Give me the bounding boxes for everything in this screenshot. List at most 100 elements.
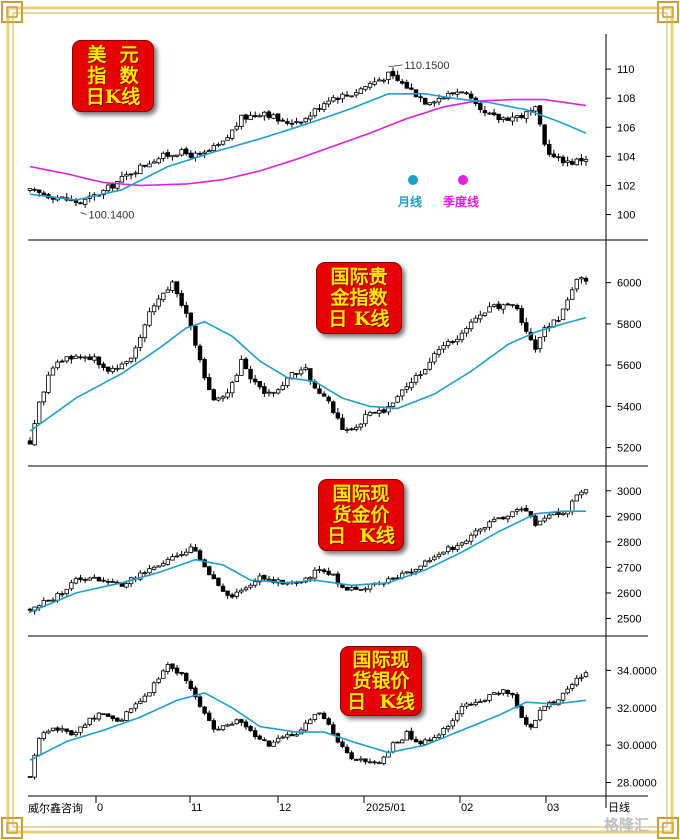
candle <box>207 373 212 391</box>
candle <box>262 382 267 397</box>
candle <box>533 719 538 729</box>
candle <box>128 357 134 364</box>
candle <box>395 70 400 82</box>
candle <box>138 163 143 175</box>
candle <box>556 316 561 323</box>
candle <box>298 366 304 377</box>
candle <box>96 711 102 722</box>
candle <box>69 730 74 736</box>
candle <box>142 323 148 343</box>
candle <box>464 701 469 710</box>
candle <box>459 329 465 343</box>
y-tick-label: 5600 <box>617 360 641 372</box>
candle <box>234 718 239 725</box>
candle <box>285 731 290 740</box>
candle <box>464 539 469 545</box>
candle <box>266 109 272 120</box>
candle <box>413 372 419 386</box>
candle <box>450 92 455 96</box>
candle <box>482 106 488 117</box>
candle <box>147 565 152 576</box>
candle <box>542 325 547 342</box>
candle <box>367 583 373 593</box>
y-tick-label: 2500 <box>617 614 641 626</box>
candle <box>184 146 189 156</box>
candle <box>570 499 575 516</box>
y-tick-label: 100 <box>617 210 635 222</box>
candle <box>565 156 570 167</box>
candle <box>55 726 60 733</box>
candle <box>450 340 455 345</box>
candle <box>151 303 157 316</box>
candle <box>64 728 69 734</box>
candle <box>142 164 148 168</box>
candle <box>455 710 460 723</box>
candle <box>372 77 377 87</box>
candle <box>404 571 409 575</box>
x-tick-label: 0 <box>97 802 103 814</box>
candle <box>36 401 42 426</box>
candle <box>496 301 501 311</box>
candle <box>583 670 589 678</box>
candle <box>390 577 396 581</box>
candle <box>248 366 253 384</box>
candle <box>151 681 157 696</box>
badge-line: 日K线 <box>85 85 141 108</box>
candle <box>524 317 529 334</box>
candle <box>473 698 478 707</box>
candle <box>367 80 373 91</box>
badge-line: 货金价 <box>332 503 390 526</box>
candle <box>487 111 492 115</box>
candle <box>275 388 281 395</box>
y-tick-label: 5800 <box>617 319 641 331</box>
candle <box>59 591 65 598</box>
candle <box>390 67 396 80</box>
candle <box>317 104 322 112</box>
candle <box>289 119 295 128</box>
candle <box>482 312 488 318</box>
ma-month-line <box>29 691 587 761</box>
candle <box>308 368 313 385</box>
candle <box>82 198 88 208</box>
candle <box>344 744 350 755</box>
y-tick-label: 6000 <box>617 278 641 290</box>
candle <box>409 83 414 91</box>
candle <box>298 727 304 735</box>
candle <box>450 545 455 553</box>
candle <box>202 149 207 158</box>
candle <box>533 335 538 353</box>
candle <box>547 512 552 520</box>
candle <box>239 588 244 594</box>
candle <box>303 719 308 732</box>
candle <box>105 578 111 585</box>
candle <box>202 558 207 568</box>
candle <box>271 576 276 585</box>
candle <box>335 571 341 588</box>
candle <box>138 570 143 582</box>
candle <box>161 560 166 567</box>
candle <box>331 573 336 576</box>
candle <box>312 567 318 582</box>
candle <box>82 722 88 729</box>
candle <box>377 407 382 418</box>
usd-title-badge: 美 元 指 数 日K线 <box>72 40 154 112</box>
legend-label-month: 月线 <box>397 194 422 209</box>
candle <box>87 353 92 361</box>
candle <box>510 303 515 308</box>
candle <box>280 381 285 391</box>
candle <box>418 739 423 747</box>
candle <box>551 149 557 158</box>
candle <box>50 365 56 376</box>
candle <box>422 97 428 105</box>
candle <box>363 410 368 427</box>
candle <box>556 153 561 162</box>
candle <box>257 380 262 390</box>
badge-line: 日 K线 <box>347 690 415 713</box>
candle <box>340 92 345 103</box>
candle <box>377 77 382 82</box>
candle <box>188 543 194 554</box>
candle <box>358 755 364 763</box>
candle <box>303 117 308 124</box>
candle <box>381 755 387 766</box>
candle <box>556 699 561 706</box>
